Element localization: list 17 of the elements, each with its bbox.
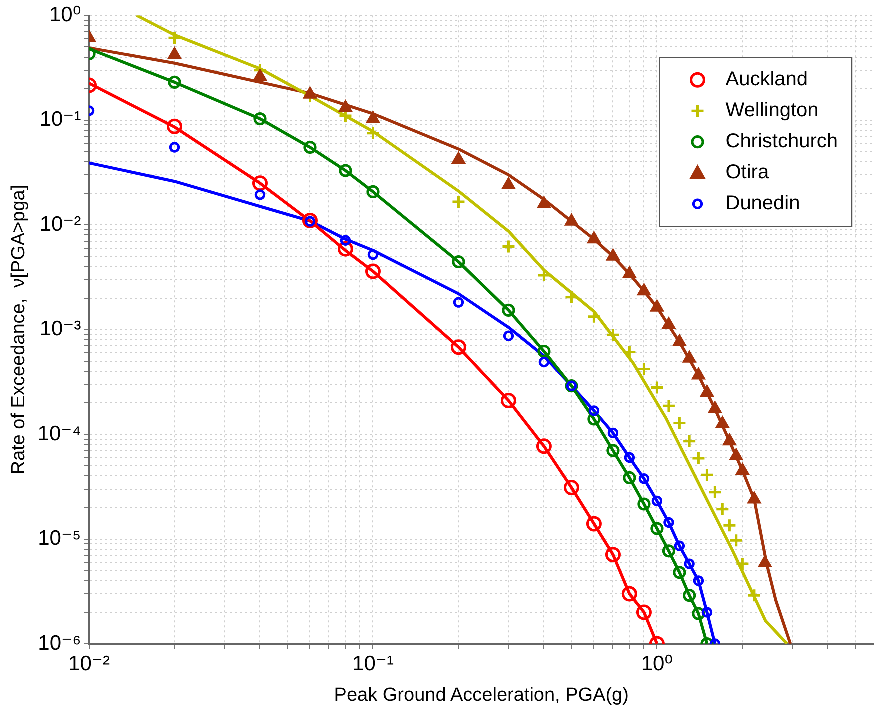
y-tick-label: 10⁻⁴ bbox=[38, 422, 82, 446]
x-tick-label: 10⁰ bbox=[641, 652, 674, 676]
y-tick-label: 10⁻⁶ bbox=[38, 632, 82, 655]
y-tick-label: 10⁻² bbox=[40, 212, 82, 236]
y-axis-title: Rate of Exceedance, ν[PGA>pga] bbox=[8, 184, 30, 475]
legend-label: Christchurch bbox=[726, 130, 838, 153]
x-tick-label: 10⁻² bbox=[68, 652, 110, 676]
y-tick-label: 10⁻⁵ bbox=[38, 527, 82, 550]
legend-label: Auckland bbox=[726, 68, 808, 91]
legend-label: Otira bbox=[726, 162, 770, 184]
x-tick-label: 10⁻¹ bbox=[352, 652, 394, 676]
x-axis-title: Peak Ground Acceleration, PGA(g) bbox=[334, 684, 629, 706]
y-tick-label: 10⁰ bbox=[49, 3, 82, 26]
y-tick-label: 10⁻¹ bbox=[40, 108, 82, 132]
y-tick-label: 10⁻³ bbox=[40, 318, 82, 341]
legend-label: Dunedin bbox=[726, 192, 800, 215]
legend-label: Wellington bbox=[726, 100, 819, 122]
